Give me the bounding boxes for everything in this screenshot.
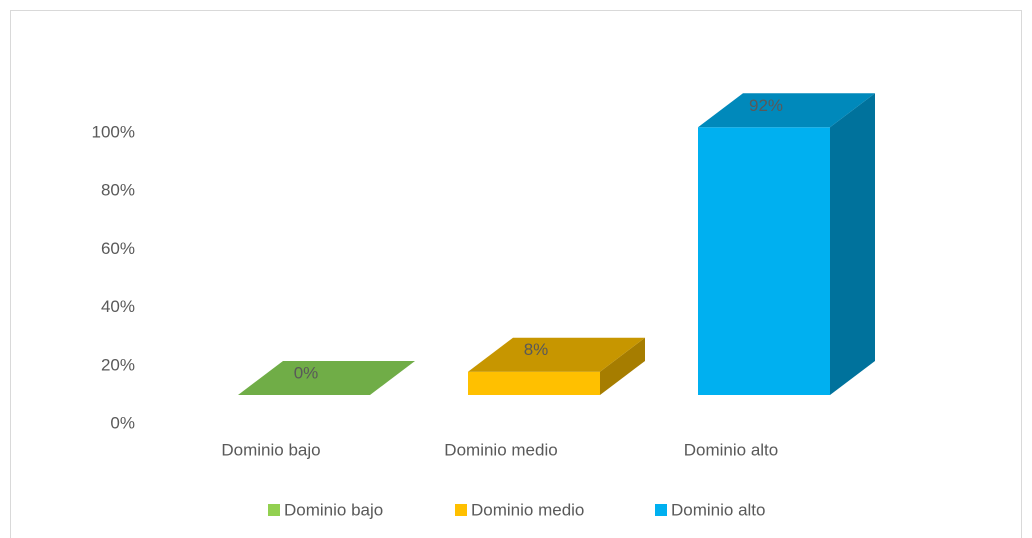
bar-front [468,371,600,395]
legend-swatch [655,504,667,516]
legend-swatch [455,504,467,516]
x-tick-label: Dominio bajo [221,440,320,459]
y-tick-label: 80% [101,181,135,200]
x-tick-label: Dominio medio [444,440,557,459]
y-tick-label: 20% [101,355,135,374]
y-tick-label: 60% [101,239,135,258]
data-label: 8% [524,340,549,359]
data-label: 0% [294,363,319,382]
bar-front [698,127,830,395]
y-tick-label: 0% [110,413,135,432]
legend-label: Dominio bajo [284,500,383,519]
data-label: 92% [749,96,783,115]
x-tick-label: Dominio alto [684,440,779,459]
bar-top [698,93,875,128]
bar-side [830,93,875,395]
legend-label: Dominio medio [471,500,584,519]
legend-label: Dominio alto [671,500,766,519]
y-tick-label: 100% [92,122,135,141]
legend-swatch [268,504,280,516]
bar-side [600,337,645,395]
bar-top [238,361,415,395]
bar-top [468,337,645,372]
y-tick-label: 40% [101,297,135,316]
